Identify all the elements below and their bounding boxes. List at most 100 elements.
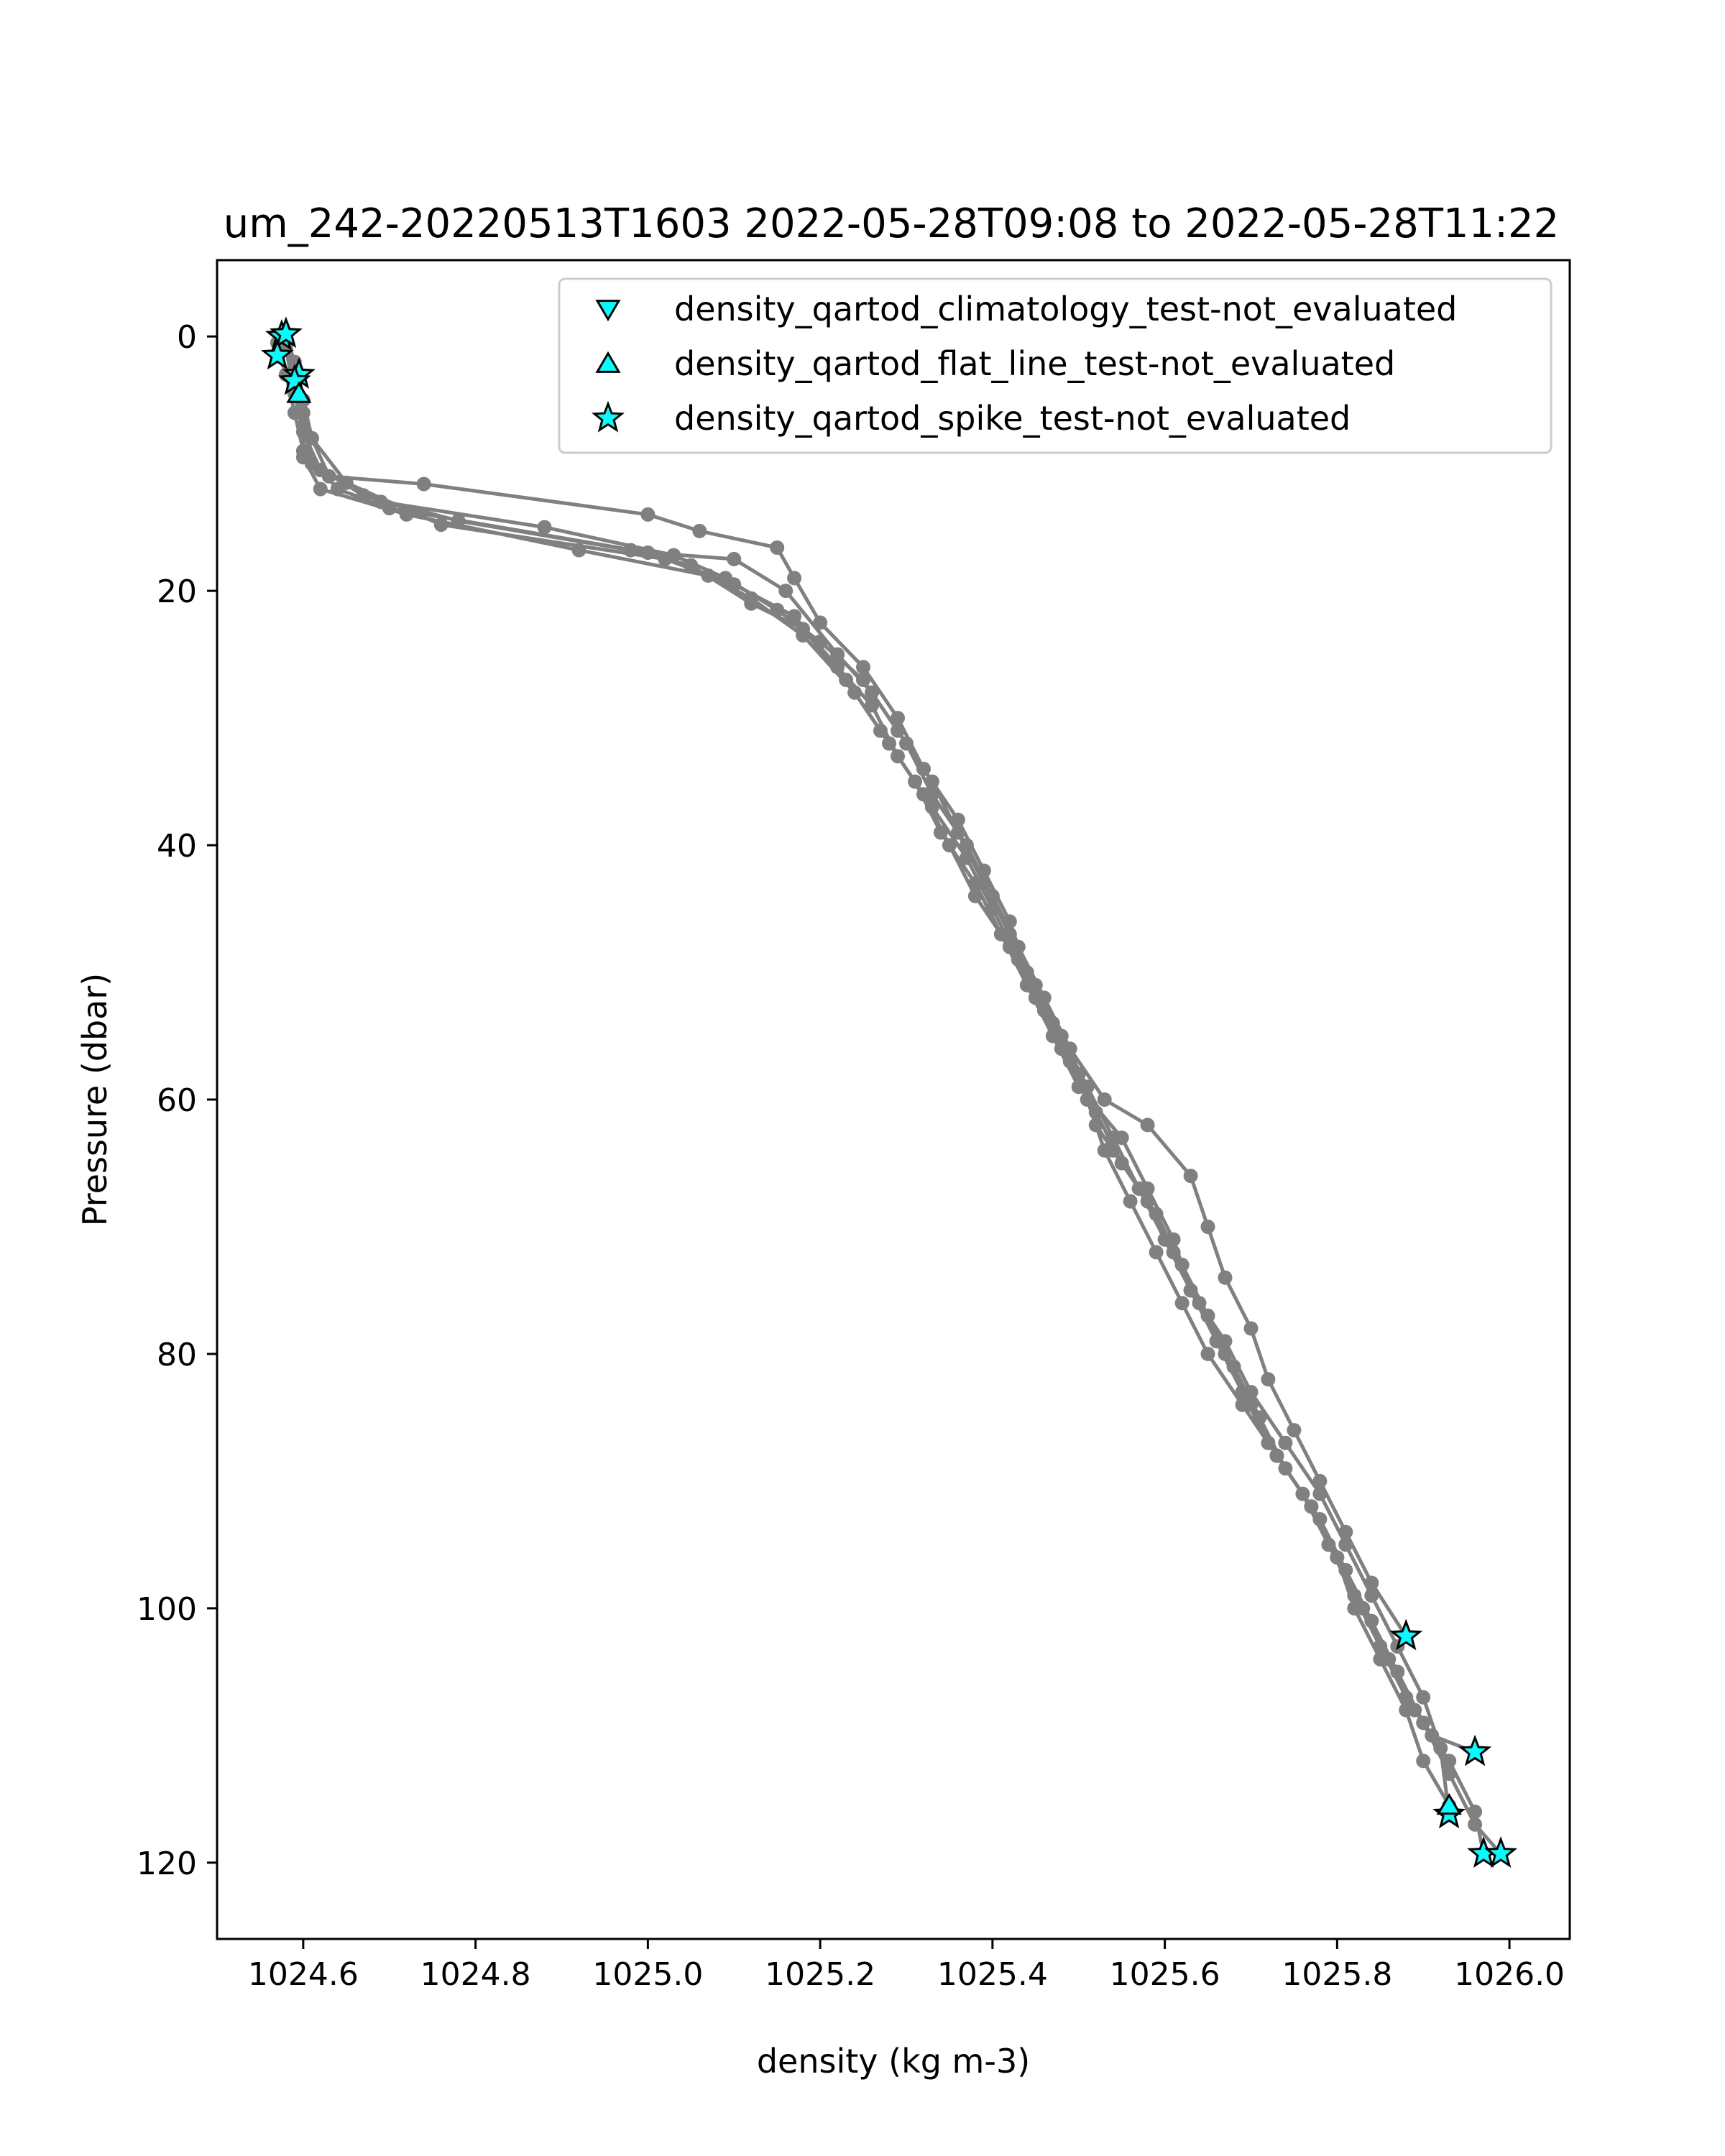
spike-test-marker bbox=[1484, 1836, 1518, 1869]
legend-label: density_qartod_flat_line_test-not_evalua… bbox=[674, 344, 1395, 383]
legend-entry: density_qartod_flat_line_test-not_evalua… bbox=[595, 344, 1395, 383]
data-point bbox=[1174, 1296, 1190, 1311]
data-point bbox=[1338, 1562, 1353, 1577]
data-point bbox=[865, 698, 879, 713]
data-point bbox=[727, 551, 742, 566]
data-point bbox=[1278, 1461, 1293, 1476]
data-point bbox=[778, 584, 794, 599]
data-point bbox=[813, 634, 828, 649]
data-layer bbox=[270, 329, 1509, 1861]
data-point bbox=[1252, 1410, 1267, 1425]
y-axis: 0 20 40 60 80 100 120 bbox=[137, 319, 217, 1882]
data-point bbox=[1183, 1283, 1198, 1298]
x-tick-label: 1026.0 bbox=[1454, 1956, 1565, 1993]
data-point bbox=[1105, 1130, 1121, 1146]
data-point bbox=[950, 825, 965, 840]
x-tick-label: 1024.8 bbox=[420, 1956, 531, 1993]
data-point bbox=[1200, 1220, 1215, 1234]
x-axis-label: density (kg m-3) bbox=[757, 2042, 1030, 2081]
data-point bbox=[537, 520, 552, 535]
data-point bbox=[1131, 1181, 1146, 1196]
x-tick-label: 1025.4 bbox=[937, 1956, 1048, 1993]
data-point bbox=[1200, 1346, 1215, 1361]
data-point bbox=[1002, 926, 1017, 941]
data-point bbox=[770, 602, 785, 617]
x-tick-label: 1024.6 bbox=[248, 1956, 359, 1993]
flat-line-test-marker bbox=[286, 381, 312, 403]
data-point bbox=[1097, 1143, 1112, 1158]
data-point bbox=[692, 523, 707, 538]
data-point bbox=[1157, 1232, 1172, 1247]
data-point bbox=[1416, 1715, 1431, 1731]
data-point bbox=[1028, 977, 1043, 992]
y-axis-label: Pressure (dbar) bbox=[75, 973, 114, 1226]
legend-entry: density_qartod_spike_test-not_evaluated bbox=[591, 399, 1351, 438]
spike-test-marker bbox=[1389, 1618, 1423, 1651]
data-point bbox=[1416, 1690, 1431, 1705]
data-point bbox=[1218, 1270, 1233, 1285]
x-tick-label: 1025.8 bbox=[1282, 1956, 1392, 1993]
legend-star-icon bbox=[591, 400, 625, 433]
profile-5 bbox=[287, 367, 1509, 1861]
data-point bbox=[942, 838, 957, 853]
y-tick-label: 20 bbox=[157, 573, 197, 610]
data-point bbox=[1243, 1385, 1259, 1399]
data-point bbox=[856, 660, 870, 675]
data-point bbox=[416, 476, 431, 492]
x-axis: 1024.6 1024.8 1025.0 1025.2 1025.4 1025.6 1025… bbox=[248, 1939, 1565, 1993]
data-point bbox=[313, 482, 328, 497]
data-point bbox=[433, 517, 448, 533]
data-point bbox=[1312, 1486, 1328, 1501]
data-point bbox=[967, 888, 983, 903]
y-tick-label: 80 bbox=[157, 1337, 197, 1373]
data-point bbox=[666, 548, 681, 563]
data-point bbox=[295, 450, 310, 465]
chart-title: um_242-20220513T1603 2022-05-28T09:08 to… bbox=[224, 201, 1560, 247]
data-point bbox=[1399, 1703, 1414, 1718]
data-point bbox=[1468, 1817, 1483, 1832]
data-point bbox=[1312, 1473, 1328, 1488]
data-point bbox=[891, 749, 905, 764]
spike-test-marker bbox=[1458, 1734, 1492, 1766]
data-point bbox=[1080, 1079, 1095, 1095]
legend-triangle-down-icon bbox=[595, 300, 621, 322]
y-tick-label: 60 bbox=[157, 1082, 197, 1119]
data-point bbox=[1097, 1092, 1112, 1107]
x-tick-label: 1025.6 bbox=[1110, 1956, 1220, 1993]
data-point bbox=[924, 774, 939, 789]
data-point bbox=[1140, 1118, 1155, 1133]
y-tick-label: 0 bbox=[177, 319, 197, 356]
data-point bbox=[924, 800, 939, 814]
data-point bbox=[1278, 1435, 1293, 1450]
data-point bbox=[1149, 1245, 1164, 1260]
legend-label: density_qartod_climatology_test-not_eval… bbox=[674, 290, 1457, 328]
data-point bbox=[1338, 1537, 1353, 1552]
flat-line-test-marker bbox=[1436, 1792, 1462, 1815]
legend-triangle-up-icon bbox=[595, 351, 621, 373]
data-point bbox=[1218, 1334, 1233, 1349]
x-tick-label: 1025.2 bbox=[765, 1956, 875, 1993]
legend-entry: density_qartod_climatology_test-not_eval… bbox=[595, 290, 1457, 328]
data-point bbox=[1243, 1321, 1259, 1336]
profile-4 bbox=[278, 333, 1457, 1813]
data-point bbox=[770, 540, 785, 555]
spike-test-marker bbox=[277, 363, 311, 395]
data-point bbox=[718, 571, 733, 586]
data-point bbox=[1416, 1754, 1431, 1769]
data-point bbox=[1347, 1600, 1362, 1616]
data-point bbox=[1287, 1423, 1302, 1438]
data-point bbox=[891, 711, 905, 726]
x-tick-label: 1025.0 bbox=[592, 1956, 703, 1993]
data-point bbox=[1364, 1588, 1379, 1603]
data-point bbox=[1373, 1651, 1388, 1667]
data-point bbox=[640, 507, 656, 522]
data-point bbox=[976, 876, 991, 891]
spike-test-marker bbox=[260, 338, 294, 370]
marker-layer bbox=[260, 316, 1518, 1869]
y-tick-label: 120 bbox=[137, 1846, 197, 1882]
data-point bbox=[313, 463, 328, 477]
data-point bbox=[839, 673, 854, 687]
data-point bbox=[1054, 1028, 1069, 1044]
data-point bbox=[1261, 1372, 1276, 1387]
